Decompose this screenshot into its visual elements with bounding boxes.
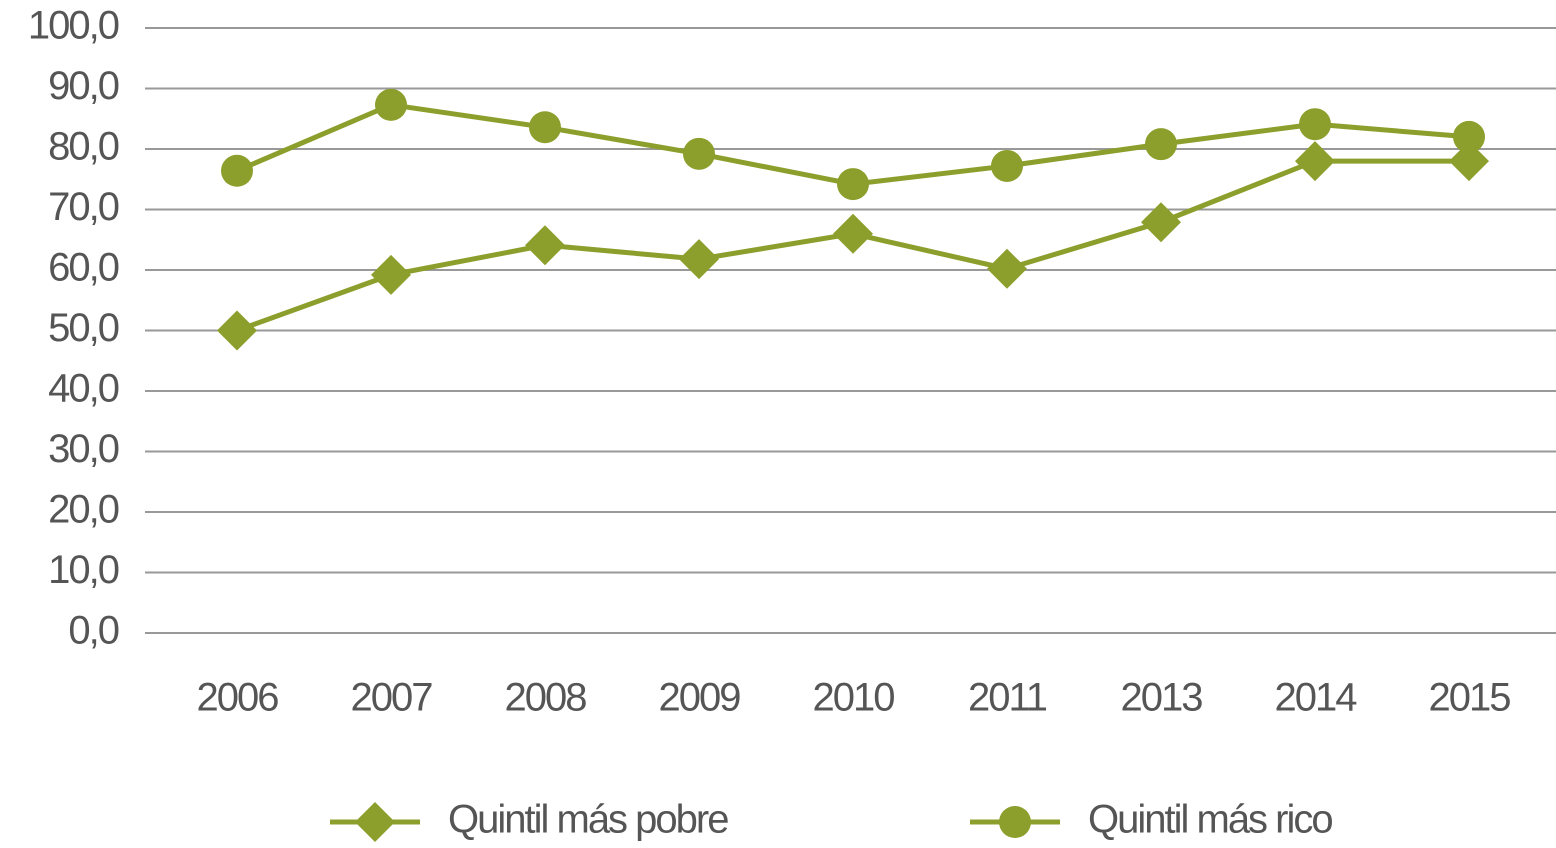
y-tick-label: 10,0: [48, 548, 119, 592]
y-tick-label: 40,0: [48, 367, 119, 411]
x-tick-label: 2006: [197, 676, 279, 720]
y-tick-label: 20,0: [48, 488, 119, 532]
y-tick-label: 60,0: [48, 246, 119, 290]
x-tick-label: 2007: [351, 676, 433, 720]
y-tick-label: 80,0: [48, 125, 119, 169]
x-tick-label: 2008: [505, 676, 587, 720]
point-marker: [525, 225, 565, 266]
x-tick-label: 2010: [813, 676, 895, 720]
point-marker: [529, 111, 561, 144]
point-marker: [1453, 120, 1485, 153]
x-tick-label: 2013: [1121, 676, 1203, 720]
point-marker: [837, 168, 869, 201]
legend-marker: [355, 802, 395, 842]
point-marker: [683, 137, 715, 170]
y-tick-label: 90,0: [48, 64, 119, 108]
x-tick-label: 2009: [659, 676, 741, 720]
legend-marker: [999, 806, 1031, 838]
y-tick-label: 70,0: [48, 185, 119, 229]
point-marker: [221, 154, 253, 187]
x-tick-label: 2014: [1275, 676, 1358, 720]
point-marker: [991, 149, 1023, 182]
point-marker: [1145, 128, 1177, 161]
x-tick-label: 2011: [968, 676, 1047, 720]
y-tick-label: 100,0: [28, 4, 119, 48]
point-marker: [217, 310, 257, 351]
point-marker: [371, 254, 411, 295]
y-tick-label: 30,0: [48, 427, 119, 471]
point-marker: [1299, 108, 1331, 141]
point-marker: [833, 213, 873, 254]
point-marker: [1141, 202, 1181, 243]
point-marker: [375, 88, 407, 121]
point-marker: [987, 248, 1027, 289]
legend-label: Quintil más rico: [1088, 798, 1332, 842]
point-marker: [1449, 141, 1489, 182]
y-tick-label: 0,0: [68, 609, 118, 653]
y-tick-label: 50,0: [48, 306, 119, 350]
point-marker: [1295, 141, 1335, 182]
legend-label: Quintil más pobre: [448, 798, 728, 842]
point-marker: [679, 239, 719, 280]
x-tick-label: 2015: [1429, 676, 1511, 720]
